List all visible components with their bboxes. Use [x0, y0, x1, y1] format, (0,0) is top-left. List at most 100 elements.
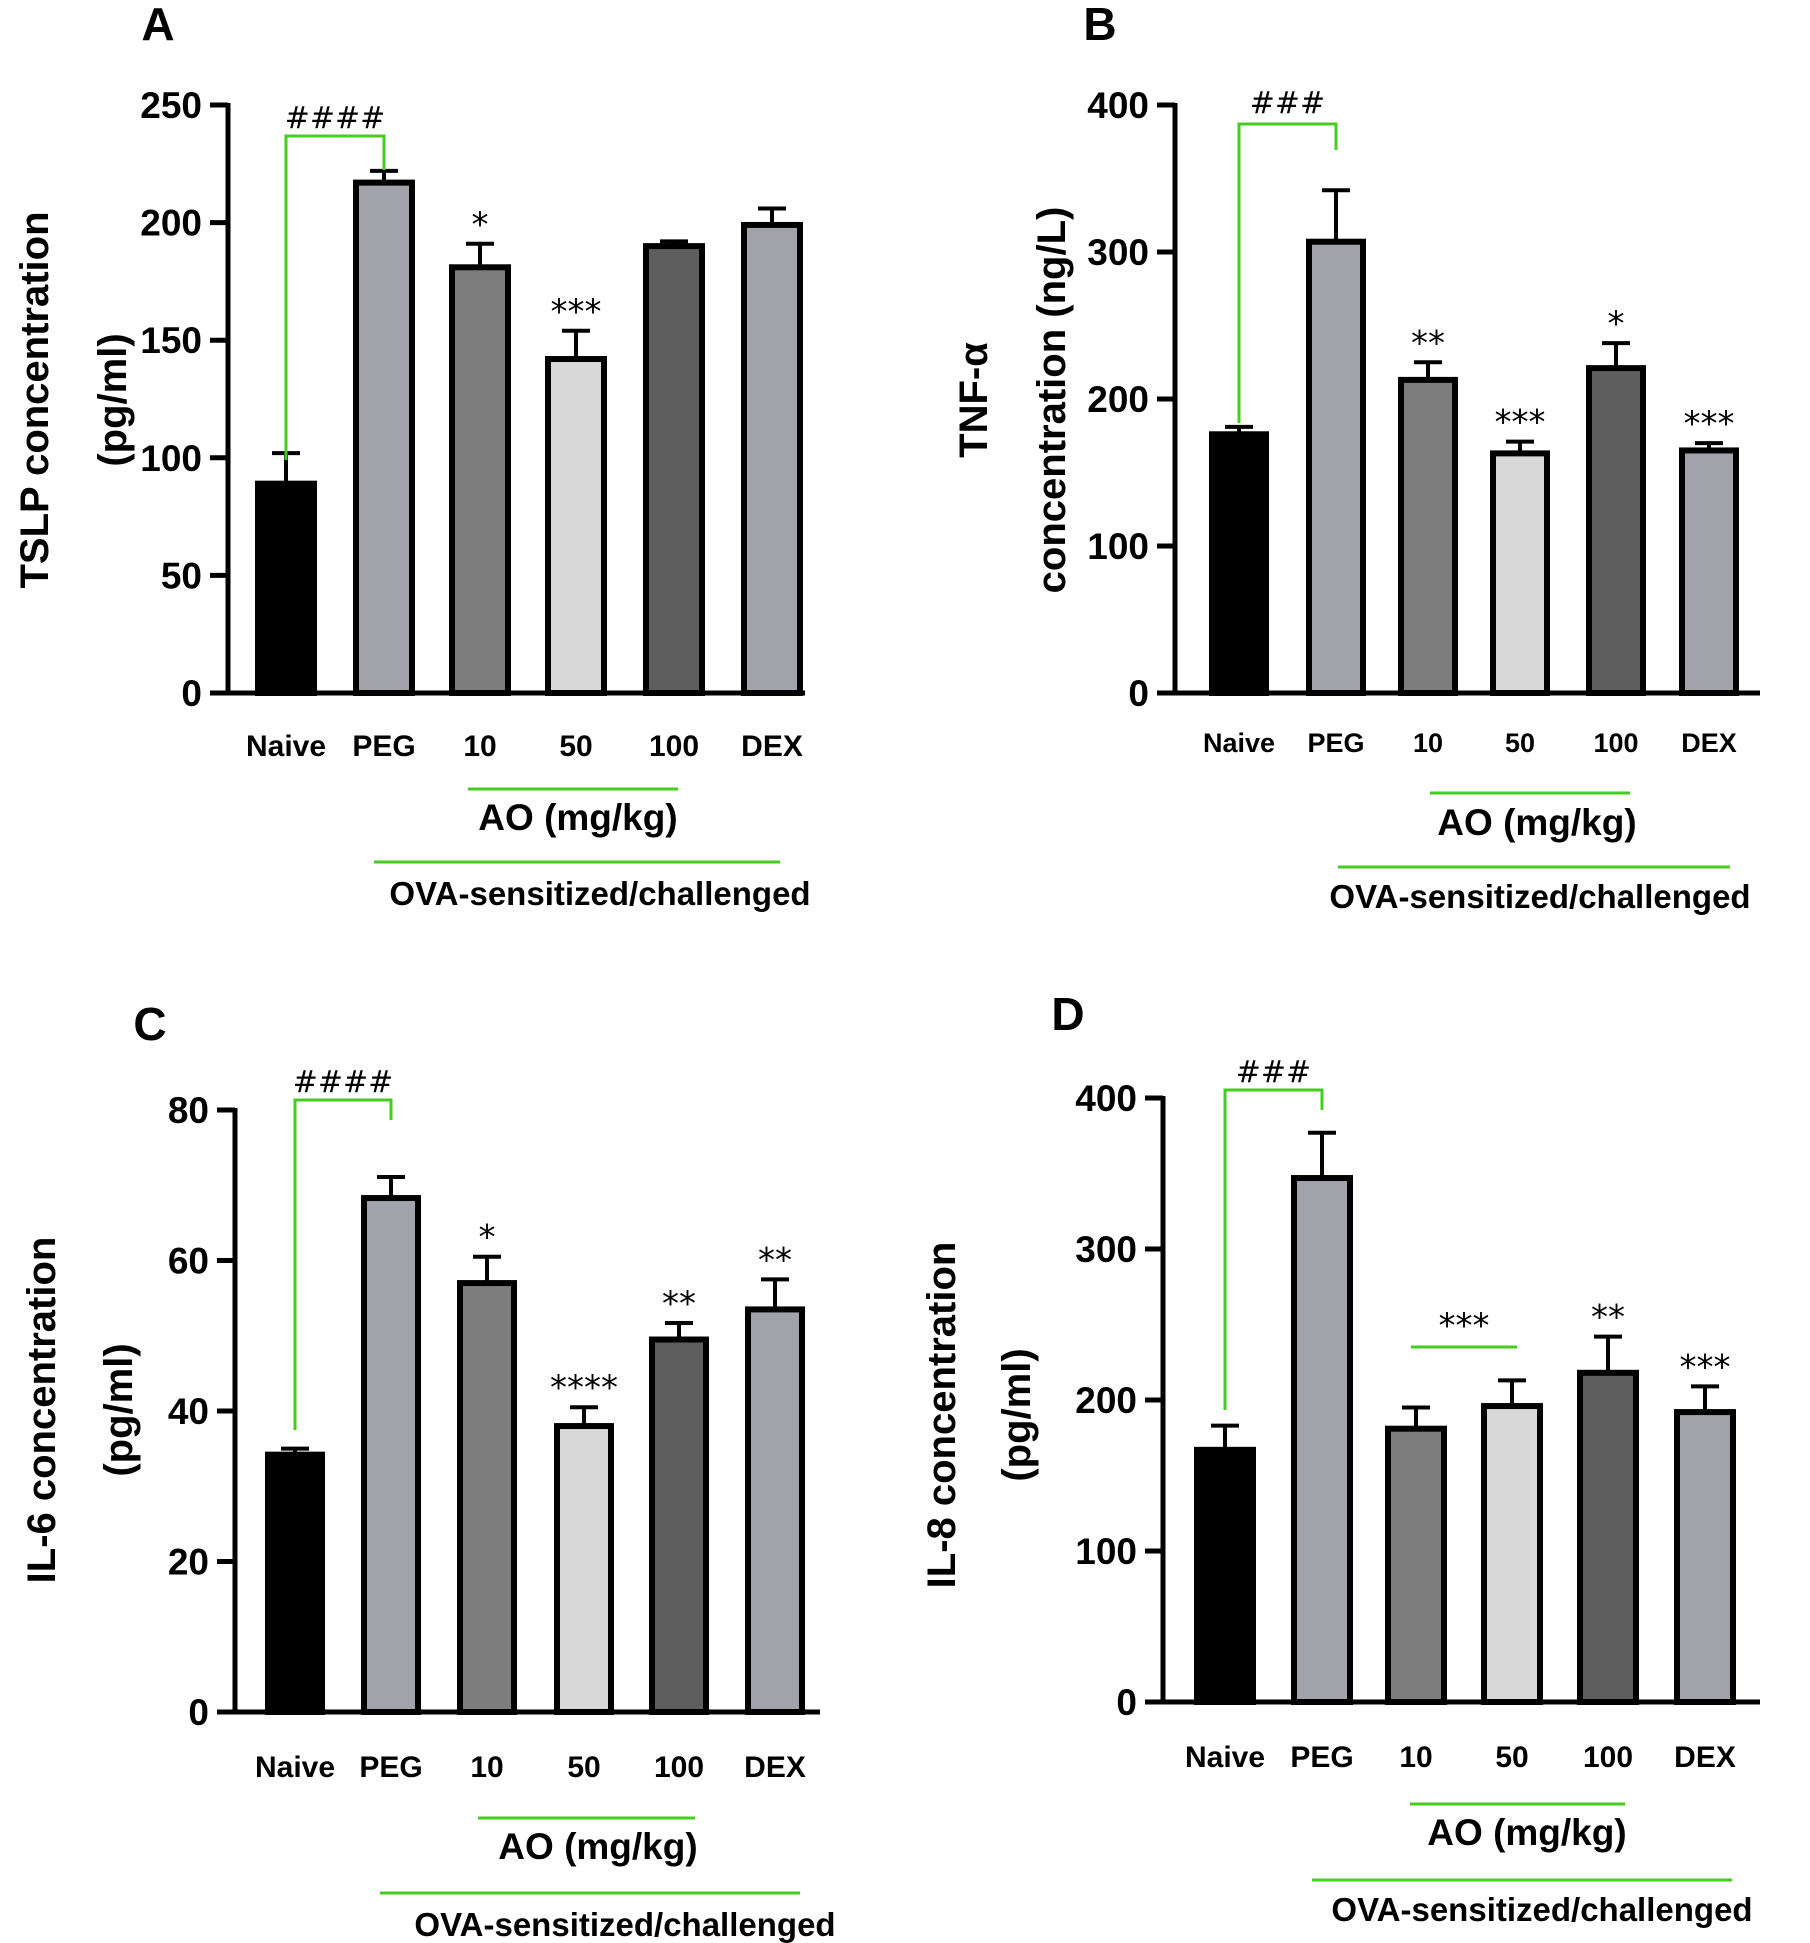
category-label: DEX: [1681, 728, 1737, 758]
bar: [1481, 1403, 1543, 1706]
y-tick-label: 200: [1087, 379, 1149, 420]
y-tick-label: 0: [1128, 673, 1149, 714]
panel-c: C IL-6 concentration (pg/ml) 0 20 40 60 80 Naive…: [20, 998, 836, 1943]
bar: [1679, 447, 1739, 697]
y-axis-label-line: IL-8 concentration: [920, 1242, 964, 1589]
bar: [1586, 365, 1646, 696]
category-label: 10: [1399, 1741, 1432, 1774]
y-axis-label-line: TNF-α: [952, 342, 996, 458]
dose-group-label: AO (mg/kg): [478, 797, 677, 838]
bar: [1194, 1446, 1256, 1705]
y-tick-label: 80: [168, 1090, 209, 1131]
dose-group-label: AO (mg/kg): [498, 1826, 697, 1867]
category-label: 10: [1413, 728, 1443, 758]
comparison-bracket: [1223, 1088, 1324, 1410]
category-label: 100: [649, 730, 699, 763]
comparison-bracket: [1237, 122, 1338, 423]
y-tick-label: 300: [1087, 232, 1149, 273]
category-label: DEX: [744, 1751, 806, 1784]
y-tick-label: 0: [1116, 1682, 1137, 1723]
category-label: 50: [1505, 728, 1535, 758]
y-axis-label-line: IL-6 concentration: [20, 1237, 64, 1584]
significance-label: ***: [1684, 404, 1735, 444]
significance-label: *: [479, 1218, 496, 1258]
y-tick-label: 40: [168, 1391, 209, 1432]
model-group-label: OVA-sensitized/challenged: [414, 1906, 835, 1943]
bar: [457, 1280, 517, 1715]
model-group-label: OVA-sensitized/challenged: [1329, 878, 1750, 915]
bar: [255, 480, 317, 696]
y-tick-label: 200: [1075, 1380, 1137, 1421]
bar: [1577, 1369, 1639, 1705]
bar: [1490, 450, 1550, 697]
category-label: 50: [1495, 1741, 1528, 1774]
span-annotation-label: ***: [1439, 1306, 1490, 1346]
category-label: Naive: [255, 1751, 335, 1784]
significance-label: ****: [550, 1368, 618, 1408]
category-label: Naive: [1185, 1741, 1265, 1774]
panel-b: B TNF-α concentration (ng/L) 0 100 200 300 400 N…: [952, 0, 1760, 915]
bar: [643, 243, 705, 696]
significance-label: **: [758, 1240, 792, 1280]
model-group-label: OVA-sensitized/challenged: [1331, 1891, 1752, 1928]
y-tick-label: 400: [1075, 1078, 1137, 1119]
y-tick-label: 0: [188, 1692, 209, 1733]
bar: [1306, 238, 1366, 697]
y-tick-label: 100: [1087, 526, 1149, 567]
panel-d: D IL-8 concentration (pg/ml) 0 100 200 300 400 N…: [920, 988, 1760, 1928]
bar: [449, 264, 511, 696]
significance-label: *: [472, 205, 489, 245]
bar: [741, 221, 803, 696]
significance-label: **: [1411, 323, 1445, 363]
panel-a: A TSLP concentration (pg/ml) 0 50 100 150 200 25…: [13, 0, 811, 912]
panel-letter: C: [133, 998, 166, 1050]
significance-label: **: [662, 1284, 696, 1324]
y-tick-label: 300: [1075, 1229, 1137, 1270]
bar: [649, 1336, 709, 1715]
panel-letter: A: [141, 0, 174, 50]
y-axis-label: IL-8 concentration (pg/ml): [920, 1242, 1039, 1589]
y-tick-label: 50: [161, 555, 202, 596]
category-label: PEG: [1290, 1741, 1353, 1774]
bar: [353, 179, 415, 696]
comparison-label: ####: [285, 101, 386, 136]
category-label: 50: [567, 1751, 600, 1784]
y-tick-label: 250: [140, 85, 202, 126]
y-axis-label-line: TSLP concentration: [13, 211, 57, 588]
significance-label: ***: [1680, 1347, 1731, 1387]
bar: [554, 1423, 614, 1716]
y-tick-label: 150: [140, 320, 202, 361]
y-axis-label-line: concentration (ng/L): [1030, 207, 1074, 594]
y-axis-label-line: (pg/ml): [91, 333, 135, 466]
bar: [1385, 1425, 1447, 1705]
category-label: 10: [463, 730, 496, 763]
category-label: PEG: [359, 1751, 422, 1784]
significance-label: **: [1591, 1298, 1625, 1338]
comparison-bracket: [284, 134, 386, 460]
y-tick-label: 100: [1075, 1531, 1137, 1572]
comparison-bracket: [293, 1098, 393, 1430]
significance-label: ***: [551, 292, 602, 332]
model-group-label: OVA-sensitized/challenged: [389, 875, 810, 912]
y-axis-label-line: (pg/ml): [995, 1348, 1039, 1481]
category-label: 50: [559, 730, 592, 763]
category-label: 10: [470, 1751, 503, 1784]
bar: [1398, 376, 1458, 696]
comparison-label: ###: [1236, 1055, 1311, 1090]
y-tick-label: 100: [140, 438, 202, 479]
y-tick-label: 60: [168, 1241, 209, 1282]
comparison-label: ###: [1250, 86, 1325, 121]
bar: [265, 1451, 325, 1716]
category-label: PEG: [352, 730, 415, 763]
y-axis-label: IL-6 concentration (pg/ml): [20, 1237, 141, 1584]
significance-label: *: [1608, 304, 1625, 344]
category-label: 100: [1593, 728, 1638, 758]
category-label: 100: [1583, 1741, 1633, 1774]
bar: [1674, 1409, 1736, 1705]
y-tick-label: 200: [140, 203, 202, 244]
bar: [545, 356, 607, 696]
significance-label: ***: [1495, 403, 1546, 443]
y-tick-label: 0: [181, 673, 202, 714]
bar: [1291, 1175, 1353, 1705]
